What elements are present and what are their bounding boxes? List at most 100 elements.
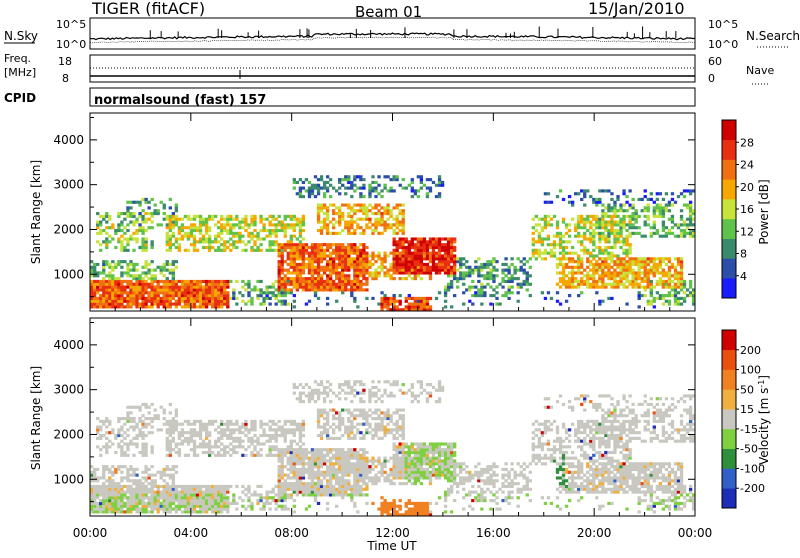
power-cell (514, 277, 517, 280)
power-cell (169, 300, 172, 303)
power-cell (538, 223, 541, 226)
power-cell (396, 257, 399, 260)
power-cell (99, 223, 102, 226)
velocity-cell (169, 431, 172, 434)
power-cell (408, 266, 411, 269)
power-cell (223, 218, 226, 221)
power-cell (604, 246, 607, 249)
power-cell (96, 240, 99, 243)
power-cell (172, 280, 175, 283)
power-cell (229, 237, 232, 240)
power-cell (371, 175, 374, 178)
power-cell (220, 232, 223, 235)
power-cell (308, 283, 311, 286)
velocity-cell (181, 440, 184, 443)
power-cell (244, 223, 247, 226)
velocity-cell (314, 485, 317, 488)
velocity-cell (126, 454, 129, 457)
velocity-cell (138, 493, 141, 496)
velocity-cell (141, 496, 144, 499)
velocity-cell (96, 488, 99, 491)
power-cell (625, 269, 628, 272)
power-cell (598, 218, 601, 221)
velocity-cell (193, 510, 196, 513)
power-cell (105, 280, 108, 283)
power-cell (383, 254, 386, 257)
power-cell (129, 283, 132, 286)
power-cell (111, 294, 114, 297)
power-cell (347, 249, 350, 252)
power-cell (132, 291, 135, 294)
velocity-cell (314, 491, 317, 494)
power-cell (199, 240, 202, 243)
velocity-cell (178, 493, 181, 496)
velocity-cell (205, 442, 208, 445)
power-cell (129, 303, 132, 306)
power-cell (196, 215, 199, 218)
power-cell (214, 237, 217, 240)
power-cell (668, 286, 671, 289)
power-cell (205, 297, 208, 300)
power-cell (574, 192, 577, 195)
power-cell (374, 189, 377, 192)
power-cell (175, 300, 178, 303)
power-cell (665, 283, 668, 286)
power-cell (420, 266, 423, 269)
power-cell (253, 229, 256, 232)
velocity-cell (172, 479, 175, 482)
power-cell (362, 260, 365, 263)
power-cell (275, 240, 278, 243)
power-cell (217, 305, 220, 308)
power-cell (326, 277, 329, 280)
velocity-cell (190, 510, 193, 513)
power-cell (399, 246, 402, 249)
power-cell (562, 263, 565, 266)
velocity-cell (299, 454, 302, 457)
power-cell (135, 274, 138, 277)
power-cell (568, 260, 571, 263)
power-cell (205, 223, 208, 226)
power-cell (426, 252, 429, 255)
power-cell (181, 288, 184, 291)
velocity-cell (154, 499, 157, 502)
power-cell (362, 218, 365, 221)
power-cell (417, 243, 420, 246)
velocity-cell (281, 493, 284, 496)
velocity-cell (262, 423, 265, 426)
velocity-cell (320, 383, 323, 386)
power-cell (380, 260, 383, 263)
power-cell (359, 232, 362, 235)
power-cell (99, 303, 102, 306)
power-cell (151, 300, 154, 303)
power-cell (523, 257, 526, 260)
velocity-cell (335, 471, 338, 474)
velocity-cell (323, 485, 326, 488)
power-cell (296, 257, 299, 260)
power-cell (353, 283, 356, 286)
power-cell (244, 288, 247, 291)
power-cell (326, 263, 329, 266)
power-cell (662, 198, 665, 201)
power-cell (610, 209, 613, 212)
power-cell (625, 243, 628, 246)
power-cell (374, 229, 377, 232)
power-cell (184, 249, 187, 252)
power-cell (299, 269, 302, 272)
velocity-cell (287, 468, 290, 471)
power-cell (595, 232, 598, 235)
power-cell (607, 240, 610, 243)
velocity-cell (217, 451, 220, 454)
power-cell (190, 297, 193, 300)
power-cell (105, 220, 108, 223)
velocity-cell (281, 508, 284, 511)
velocity-cell (190, 488, 193, 491)
power-cell (169, 263, 172, 266)
velocity-cell (202, 493, 205, 496)
velocity-cell (193, 505, 196, 508)
power-cell (169, 249, 172, 252)
velocity-cell (205, 505, 208, 508)
power-cell (111, 303, 114, 306)
power-cell (674, 271, 677, 274)
velocity-cell (138, 482, 141, 485)
velocity-cell (187, 431, 190, 434)
